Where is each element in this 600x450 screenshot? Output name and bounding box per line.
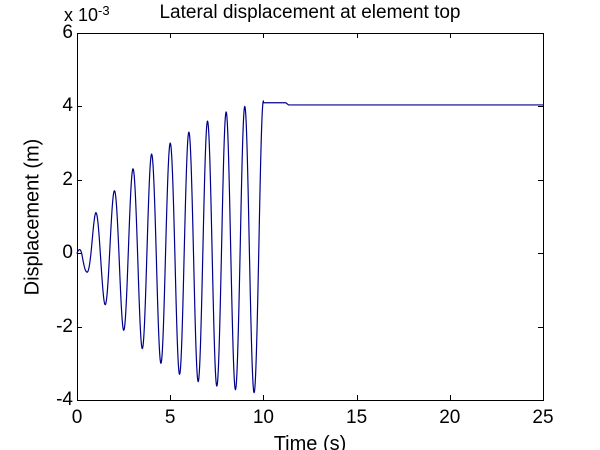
- tick-marks: [77, 33, 544, 401]
- y-tick-label: -2: [56, 315, 73, 337]
- x-tick-label: 10: [252, 407, 274, 428]
- axes-box: [77, 33, 544, 401]
- y-tick-label: 6: [62, 22, 73, 43]
- x-tick-label: 20: [439, 407, 461, 428]
- y-axis-scale-exponent: -3: [98, 3, 110, 18]
- y-tick-label: 4: [62, 95, 73, 117]
- x-axis-label: Time (s): [273, 433, 347, 450]
- y-axis-scale-label: x 10-3: [64, 3, 110, 26]
- y-tick-label: -4: [56, 389, 73, 410]
- y-tick-label: 2: [62, 168, 73, 190]
- chart-title: Lateral displacement at element top: [159, 2, 461, 23]
- x-tick-label: 5: [164, 407, 176, 428]
- x-tick-label: 25: [532, 407, 554, 428]
- x-tick-label: 0: [71, 407, 83, 428]
- y-axis-scale-base: x 10: [64, 5, 99, 25]
- displacement-line: [76, 100, 544, 394]
- x-tick-label: 15: [346, 407, 368, 428]
- y-tick-label: 0: [62, 242, 73, 264]
